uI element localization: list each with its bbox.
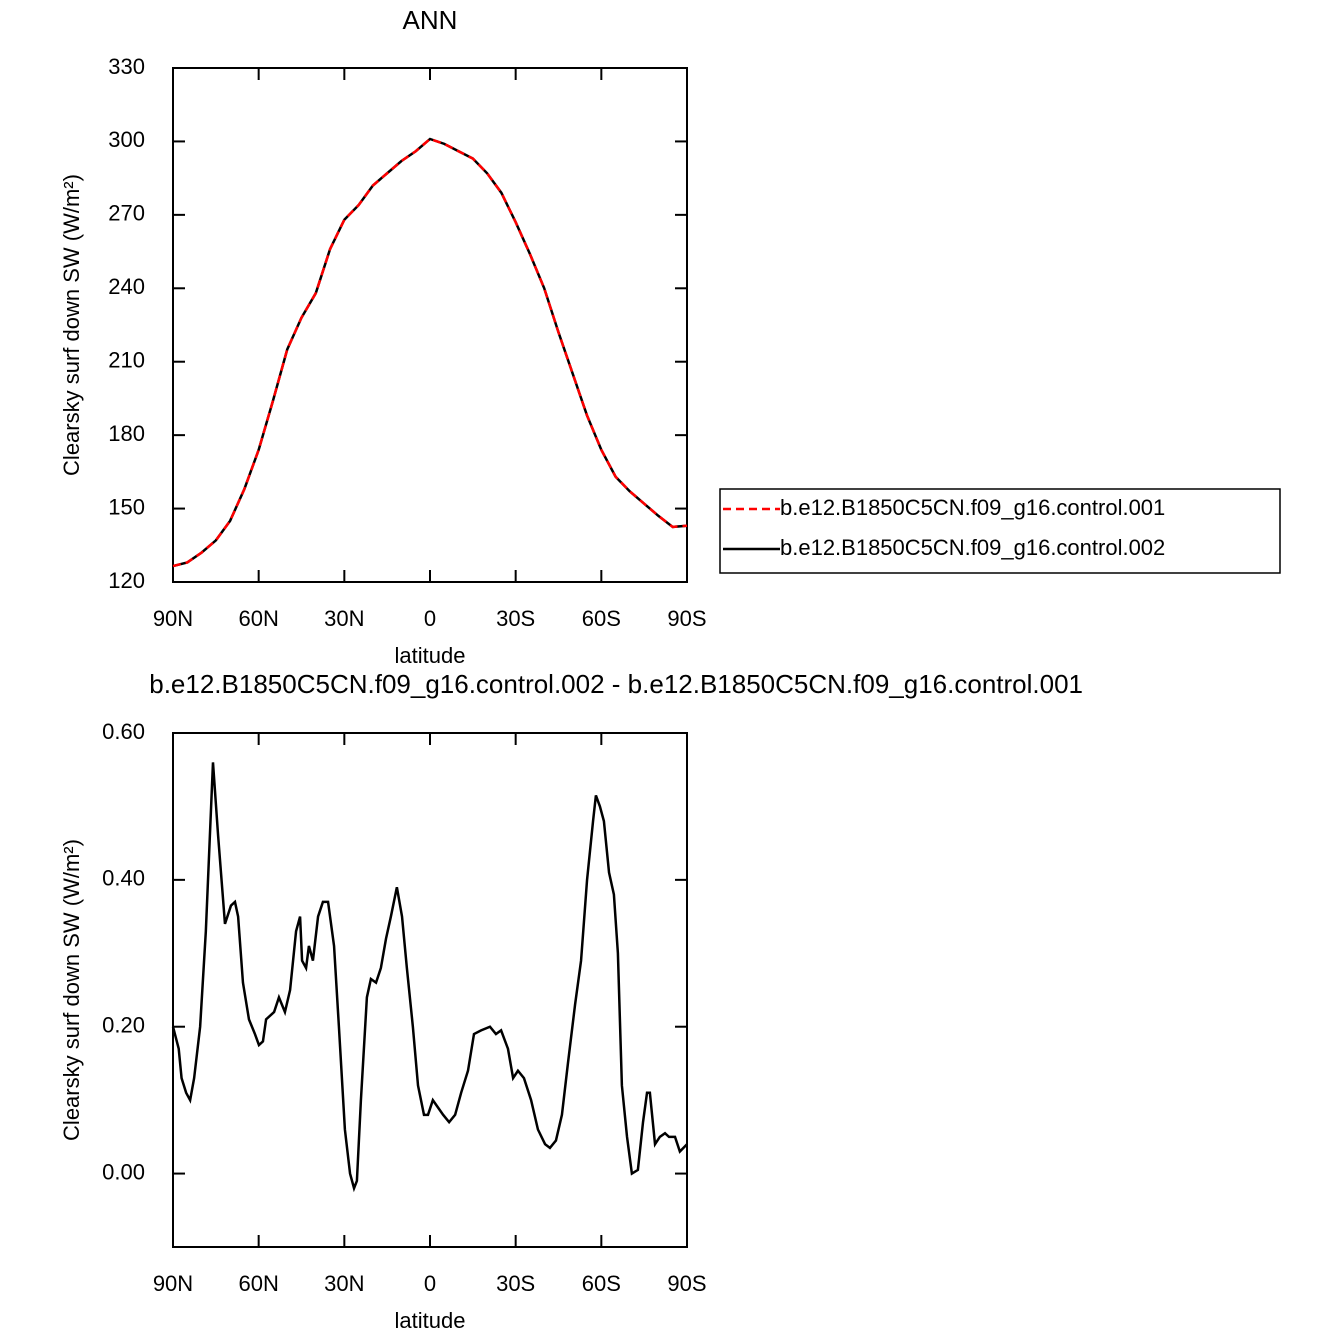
data-line [171,762,688,1193]
y-tick-label: 0.60 [102,719,145,744]
x-tick-label: 30S [496,1271,535,1296]
y-tick-label: 0.00 [102,1159,145,1184]
chart-title: ANN [403,5,458,35]
y-tick-label: 0.20 [102,1013,145,1038]
y-axis-label: Clearsky surf down SW (W/m²) [59,839,84,1141]
y-tick-label: 330 [108,54,145,79]
y-tick-label: 270 [108,201,145,226]
x-tick-label: 60N [238,1271,278,1296]
y-tick-label: 120 [108,568,145,593]
legend-box [719,488,1281,574]
x-tick-label: 90S [667,1271,706,1296]
x-axis-label: latitude [395,1308,466,1333]
y-tick-label: 0.40 [102,866,145,891]
chart-title: b.e12.B1850C5CN.f09_g16.control.002 - b.… [149,669,1083,699]
data-line [172,137,688,568]
x-tick-label: 30S [496,606,535,631]
x-tick-label: 0 [424,1271,436,1296]
x-tick-label: 60S [582,606,621,631]
y-tick-label: 180 [108,421,145,446]
y-tick-label: 150 [108,494,145,519]
y-axis-label: Clearsky surf down SW (W/m²) [59,174,84,476]
x-tick-label: 90S [667,606,706,631]
plot-frame [172,732,688,1248]
legend-label: b.e12.B1850C5CN.f09_g16.control.002 [780,535,1165,560]
x-tick-label: 90N [153,1271,193,1296]
x-tick-label: 60S [582,1271,621,1296]
x-axis-label: latitude [395,643,466,668]
x-tick-label: 90N [153,606,193,631]
y-tick-label: 210 [108,348,145,373]
x-tick-label: 30N [324,606,364,631]
x-tick-label: 30N [324,1271,364,1296]
y-tick-label: 240 [108,274,145,299]
x-tick-label: 60N [238,606,278,631]
y-tick-label: 300 [108,127,145,152]
data-line [172,137,688,568]
plot-frame [172,67,688,583]
legend-label: b.e12.B1850C5CN.f09_g16.control.001 [780,495,1165,520]
x-tick-label: 0 [424,606,436,631]
